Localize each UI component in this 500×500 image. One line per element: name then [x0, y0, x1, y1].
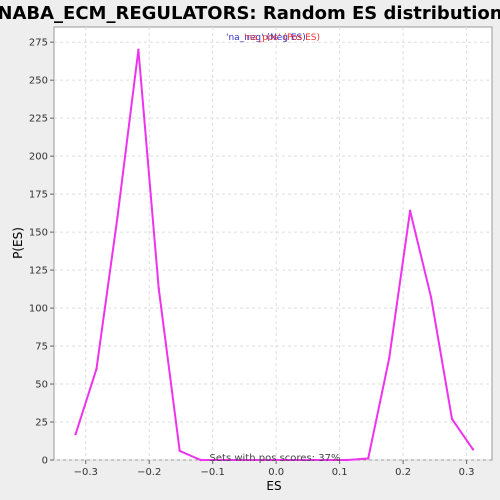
es-series-point: [116, 215, 119, 219]
y-tick-label: 275: [29, 38, 48, 49]
es-series-point: [450, 417, 454, 421]
es-series-point: [304, 458, 307, 462]
series-layer: [74, 48, 475, 462]
es-series-point: [346, 458, 349, 462]
es-series-point: [471, 448, 475, 451]
es-series-point: [95, 367, 98, 371]
es-series-point: [74, 432, 77, 436]
y-tick-label: 50: [35, 380, 48, 391]
y-tick-label: 250: [29, 76, 48, 87]
y-tick-label: 125: [29, 266, 48, 277]
y-tick-label: 200: [29, 152, 48, 163]
y-tick-label: 175: [29, 190, 48, 201]
x-tick-label: 0.2: [395, 467, 411, 478]
x-tick-label: −0.2: [137, 467, 161, 478]
es-series-point: [283, 458, 286, 462]
es-series-point: [367, 457, 370, 460]
es-series-point: [325, 458, 328, 462]
chart-title: NABA_ECM_REGULATORS: Random ES distribut…: [0, 3, 500, 24]
legend-entry-pos: 'na_pos' (Pos ES): [244, 33, 320, 43]
es-series-point: [178, 449, 181, 453]
grid: [54, 27, 492, 461]
y-tick-label: 100: [29, 304, 48, 315]
x-tick-label: −0.3: [74, 467, 98, 478]
x-tick-label: 0.1: [332, 467, 348, 478]
pos-scores-annotation: Sets with pos scores: 37%: [210, 453, 341, 464]
es-series-line: [74, 48, 474, 461]
es-series-point: [220, 458, 223, 462]
es-series-point: [199, 458, 202, 462]
legend: 'na_neg' (Neg ES) 'na_pos' (Pos ES): [226, 33, 320, 43]
es-series-point: [429, 296, 433, 299]
x-tick-label: 0.0: [268, 467, 284, 478]
y-tick-label: 225: [29, 114, 48, 125]
es-series-point: [262, 458, 265, 462]
y-tick-label: 0: [42, 456, 48, 467]
y-tick-label: 25: [35, 418, 48, 429]
es-series-point: [408, 209, 412, 213]
es-series-point: [137, 48, 140, 51]
y-tick-label: 75: [35, 342, 48, 353]
y-tick-label: 150: [29, 228, 48, 239]
y-axis-label: P(ES): [11, 227, 25, 259]
legend-entry-neg: 'na_neg' (Neg ES): [226, 33, 306, 43]
es-series-point: [387, 357, 391, 360]
axes: 0 25 50 75 100 125 150 175 200 225 250 275 −0.3 −0.2 −…: [29, 38, 475, 478]
es-series-point: [241, 458, 244, 462]
x-tick-label: 0.3: [459, 467, 475, 478]
plot-area: [53, 26, 493, 461]
es-series-point: [157, 287, 160, 290]
x-tick-label: −0.1: [201, 467, 225, 478]
x-axis-label: ES: [266, 479, 281, 493]
